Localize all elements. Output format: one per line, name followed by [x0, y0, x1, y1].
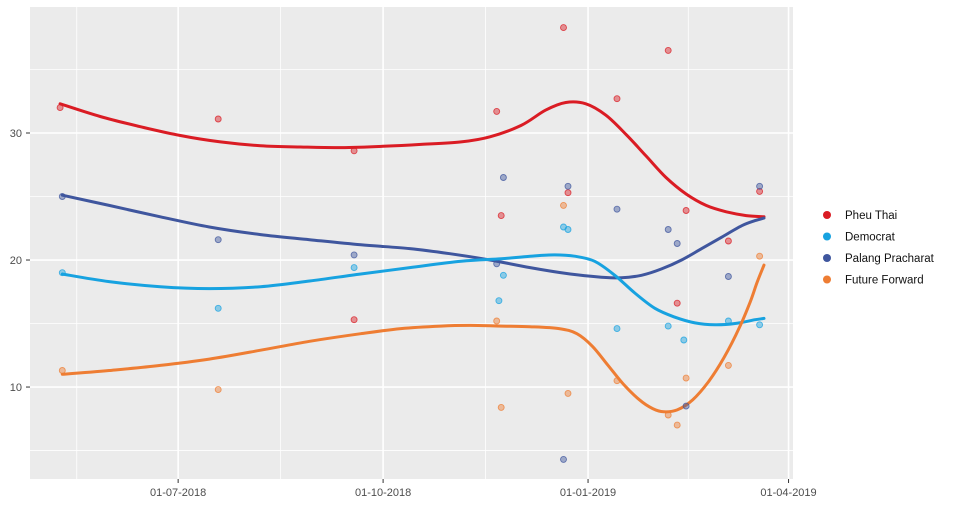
data-point-democrat [613, 325, 621, 333]
data-point-pheu-thai [560, 24, 567, 32]
plot-panel [30, 7, 793, 479]
legend-swatch-pheu-thai [823, 211, 831, 219]
data-point-future-forward [497, 403, 505, 411]
data-point-democrat [724, 317, 732, 325]
x-tick-label: 01-01-2019 [560, 487, 616, 499]
data-point-future-forward [58, 367, 66, 374]
data-point-democrat [680, 336, 688, 344]
data-point-future-forward [214, 386, 222, 394]
data-point-pheu-thai [724, 237, 732, 245]
data-point-pheu-thai [214, 115, 222, 123]
legend-label-pheu-thai: Pheu Thai [845, 210, 897, 222]
data-point-palang-pracharat [499, 174, 507, 181]
legend-label-democrat: Democrat [845, 232, 896, 244]
data-point-pheu-thai [56, 104, 64, 112]
data-point-palang-pracharat [613, 205, 621, 213]
trend-line-future-forward [60, 263, 766, 414]
data-point-democrat [756, 321, 764, 329]
data-point-palang-pracharat [673, 240, 681, 247]
data-point-palang-pracharat [560, 455, 567, 463]
data-point-democrat [564, 226, 572, 233]
data-point-future-forward [493, 317, 501, 325]
data-point-palang-pracharat [350, 251, 358, 259]
data-point-palang-pracharat [564, 182, 572, 190]
data-point-palang-pracharat [58, 193, 66, 200]
data-point-future-forward [560, 201, 567, 209]
data-point-pheu-thai [756, 187, 764, 195]
data-point-palang-pracharat [664, 226, 672, 233]
data-point-democrat [499, 271, 507, 279]
data-point-palang-pracharat [756, 182, 764, 190]
legend-label-palang-pracharat: Palang Pracharat [845, 253, 935, 265]
trend-line-pheu-thai [58, 100, 766, 219]
y-tick-label: 20 [10, 255, 22, 267]
data-point-pheu-thai [350, 316, 358, 324]
data-point-future-forward [613, 377, 621, 385]
data-point-pheu-thai [664, 46, 672, 54]
trend-line-democrat [60, 253, 766, 327]
data-point-palang-pracharat [682, 402, 690, 410]
data-point-pheu-thai [682, 207, 690, 214]
data-point-democrat [495, 297, 503, 305]
data-point-future-forward [673, 421, 681, 429]
x-tick-label: 01-10-2018 [355, 487, 411, 499]
data-point-future-forward [756, 252, 764, 260]
x-tick-label: 01-07-2018 [150, 487, 206, 499]
data-point-pheu-thai [673, 299, 681, 307]
data-point-palang-pracharat [493, 260, 501, 268]
x-tick-label: 01-04-2019 [760, 487, 816, 499]
data-point-palang-pracharat [214, 236, 222, 244]
data-point-democrat [58, 269, 66, 277]
y-tick-label: 10 [10, 382, 22, 394]
data-point-pheu-thai [350, 147, 358, 155]
data-point-democrat [214, 304, 222, 312]
data-point-palang-pracharat [724, 273, 732, 280]
data-point-pheu-thai [493, 107, 501, 115]
legend-swatch-palang-pracharat [823, 254, 831, 262]
data-point-democrat [664, 322, 672, 330]
data-point-pheu-thai [564, 189, 572, 197]
data-point-future-forward [664, 411, 672, 419]
data-point-future-forward [724, 361, 732, 369]
legend-label-future-forward: Future Forward [845, 275, 924, 287]
data-point-future-forward [682, 374, 690, 382]
y-tick-label: 30 [10, 128, 22, 140]
legend-swatch-democrat [823, 232, 831, 241]
legend-swatch-future-forward [823, 275, 831, 284]
data-point-future-forward [564, 389, 572, 397]
trend-line-palang-pracharat [60, 193, 766, 280]
data-point-democrat [350, 264, 358, 272]
data-point-pheu-thai [613, 95, 621, 103]
data-point-pheu-thai [497, 212, 505, 220]
